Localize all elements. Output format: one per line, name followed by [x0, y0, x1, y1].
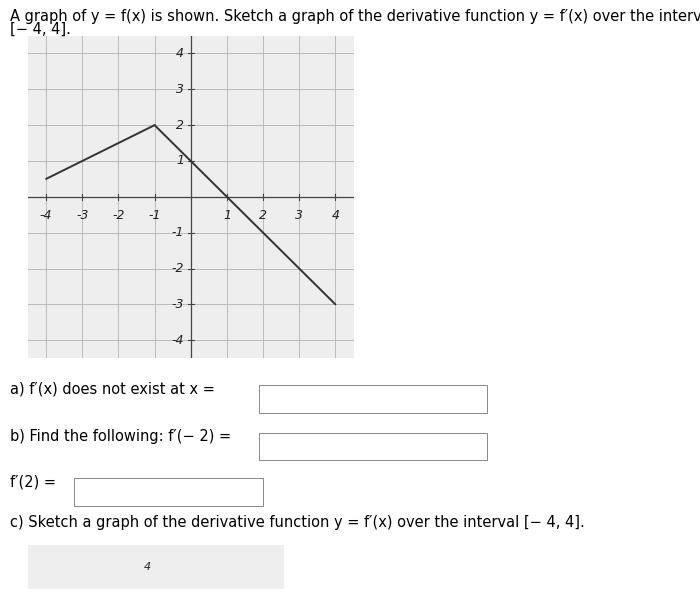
Text: 4: 4 — [331, 210, 340, 223]
Text: 1: 1 — [223, 210, 231, 223]
Text: b) Find the following: f′(− 2) =: b) Find the following: f′(− 2) = — [10, 429, 232, 444]
Text: -1: -1 — [172, 226, 184, 239]
Text: [− 4, 4].: [− 4, 4]. — [10, 22, 71, 37]
Text: 2: 2 — [259, 210, 267, 223]
Text: f′(2) =: f′(2) = — [10, 475, 57, 490]
Text: -4: -4 — [40, 210, 52, 223]
Text: a) f′(x) does not exist at x =: a) f′(x) does not exist at x = — [10, 382, 216, 397]
Text: -1: -1 — [148, 210, 161, 223]
Text: A graph of y = f(x) is shown. Sketch a graph of the derivative function y = f′(x: A graph of y = f(x) is shown. Sketch a g… — [10, 9, 700, 24]
Text: -2: -2 — [112, 210, 125, 223]
Text: -2: -2 — [172, 262, 184, 275]
Text: 3: 3 — [176, 83, 184, 96]
Text: 3: 3 — [295, 210, 303, 223]
Text: c) Sketch a graph of the derivative function y = f′(x) over the interval [− 4, 4: c) Sketch a graph of the derivative func… — [10, 515, 585, 530]
Text: -3: -3 — [172, 298, 184, 311]
Text: 4: 4 — [176, 47, 184, 60]
Text: 4: 4 — [144, 562, 150, 572]
Text: 2: 2 — [176, 118, 184, 131]
Text: -3: -3 — [76, 210, 88, 223]
Text: -4: -4 — [172, 334, 184, 347]
Text: 1: 1 — [176, 155, 184, 168]
